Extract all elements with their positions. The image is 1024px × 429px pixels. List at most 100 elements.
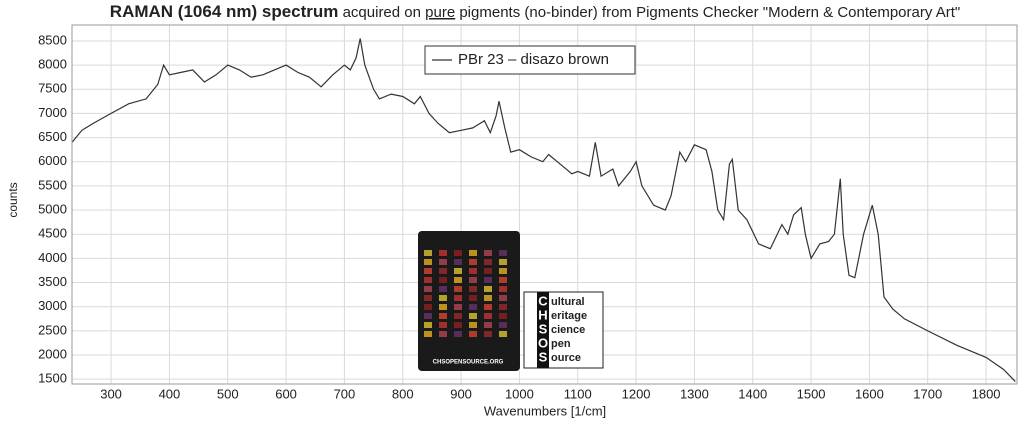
plot <box>71 38 1016 383</box>
logo-word: eritage <box>551 310 587 322</box>
subtitle-part: pure <box>425 4 455 21</box>
swatch <box>499 277 507 283</box>
x-tick-label: 1100 <box>564 386 592 401</box>
logo-letter: S <box>539 349 548 364</box>
legend: PBr 23 – disazo brown <box>424 45 636 75</box>
logo-word: cience <box>551 324 585 336</box>
plot-frame <box>71 24 1018 385</box>
x-tick-label: 1700 <box>913 386 942 401</box>
swatch <box>454 277 462 283</box>
swatch <box>499 313 507 319</box>
swatch <box>499 304 507 310</box>
x-axis-label: Wavenumbers [1/cm] <box>484 403 606 418</box>
swatch <box>469 259 477 265</box>
x-tick-label: 1300 <box>680 386 709 401</box>
logo-word: pen <box>551 338 571 350</box>
swatch <box>424 250 432 256</box>
y-tick-label: 3500 <box>38 274 67 289</box>
x-tick-label: 500 <box>217 386 239 401</box>
swatch <box>469 250 477 256</box>
swatch <box>484 304 492 310</box>
x-tick-label: 400 <box>159 386 181 401</box>
swatch <box>439 259 447 265</box>
swatch <box>454 331 462 337</box>
swatch <box>484 286 492 292</box>
swatch <box>424 268 432 274</box>
swatch <box>424 331 432 337</box>
logo-letter: C <box>538 293 548 308</box>
swatch <box>499 268 507 274</box>
swatch <box>439 286 447 292</box>
logo-letter: S <box>539 321 548 336</box>
x-tick-label: 700 <box>334 386 356 401</box>
swatch <box>484 295 492 301</box>
swatch <box>454 322 462 328</box>
swatch <box>424 277 432 283</box>
swatch <box>439 331 447 337</box>
swatch <box>454 313 462 319</box>
x-tick-label: 1600 <box>855 386 884 401</box>
chart-title: RAMAN (1064 nm) spectrum acquired on pur… <box>110 2 960 21</box>
y-tick-label: 4000 <box>38 250 67 265</box>
logo-column <box>537 292 549 368</box>
swatch <box>469 304 477 310</box>
swatch <box>484 250 492 256</box>
swatch <box>439 304 447 310</box>
y-tick-label: 8500 <box>38 32 67 47</box>
y-tick-label: 7500 <box>38 81 67 96</box>
x-tick-label: 1000 <box>505 386 534 401</box>
logo-card: CHSOPENSOURCE.ORG <box>418 231 520 371</box>
card-swatches <box>424 250 507 337</box>
x-tick-label: 600 <box>275 386 297 401</box>
spectrum-line <box>71 38 1016 383</box>
swatch <box>454 286 462 292</box>
swatch <box>424 313 432 319</box>
swatch <box>439 250 447 256</box>
swatch <box>469 331 477 337</box>
swatch <box>469 268 477 274</box>
y-tick-label: 7000 <box>38 105 67 120</box>
swatch <box>454 295 462 301</box>
title-main: RAMAN (1064 nm) spectrum <box>110 2 339 21</box>
y-tick-label: 4500 <box>38 226 67 241</box>
logo-letter: O <box>538 335 548 350</box>
swatch <box>424 259 432 265</box>
swatch <box>439 295 447 301</box>
swatch <box>454 250 462 256</box>
swatch <box>499 286 507 292</box>
swatch <box>469 286 477 292</box>
swatch <box>484 268 492 274</box>
swatch <box>499 322 507 328</box>
subtitle-part: pigments (no-binder) from Pigments Check… <box>455 4 960 21</box>
swatch <box>484 277 492 283</box>
x-tick-label: 900 <box>450 386 472 401</box>
x-tick-label: 1400 <box>738 386 767 401</box>
y-tick-label: 2500 <box>38 322 67 337</box>
logo-word: ource <box>551 352 581 364</box>
swatch <box>499 259 507 265</box>
y-tick-label: 5000 <box>38 201 67 216</box>
swatch <box>469 313 477 319</box>
subtitle-part: acquired on <box>343 4 426 21</box>
swatch <box>439 277 447 283</box>
swatch <box>424 304 432 310</box>
y-tick-label: 8000 <box>38 57 67 72</box>
swatch <box>469 322 477 328</box>
legend-box <box>424 45 636 75</box>
swatch <box>424 322 432 328</box>
swatch <box>484 322 492 328</box>
swatch <box>484 331 492 337</box>
y-tick-label: 6500 <box>38 129 67 144</box>
swatch <box>469 295 477 301</box>
swatch <box>499 295 507 301</box>
y-axis-label: counts <box>6 182 20 217</box>
x-tick-label: 1200 <box>622 386 651 401</box>
y-tick-label: 1500 <box>38 371 67 386</box>
logo-word: ultural <box>551 296 585 308</box>
swatch <box>439 268 447 274</box>
card-text: CHSOPENSOURCE.ORG <box>433 360 504 366</box>
y-tick-label: 2000 <box>38 346 67 361</box>
swatch <box>499 250 507 256</box>
swatch <box>469 277 477 283</box>
